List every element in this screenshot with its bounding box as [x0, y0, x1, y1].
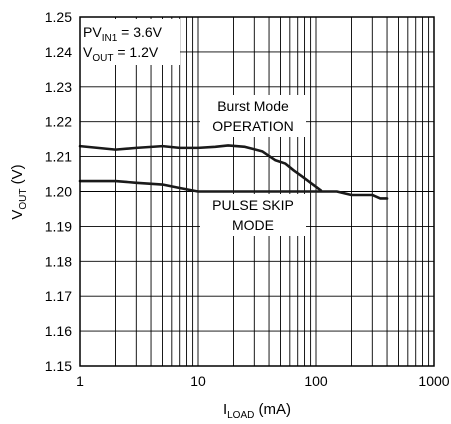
y-tick-label: 1.21: [45, 149, 72, 165]
y-tick-label: 1.15: [45, 358, 72, 374]
x-tick-label: 1000: [418, 373, 449, 389]
burst-mode-label-line1: Burst Mode: [217, 98, 289, 114]
tick-labels: 1.15 1.16 1.17 1.18 1.19 1.20 1.21 1.22 1.23 1.24…: [45, 9, 450, 389]
pulse-skip-label-line1: PULSE SKIP: [212, 197, 294, 213]
y-axis-title: VOUT (V): [9, 164, 29, 219]
y-tick-label: 1.18: [45, 253, 72, 269]
x-axis-title: ILOAD (mA): [223, 401, 291, 421]
burst-mode-label-line2: OPERATION: [212, 118, 293, 134]
pulse-skip-label-background: [200, 194, 306, 236]
burst-mode-series-line: [78, 144, 323, 192]
y-tick-label: 1.23: [45, 79, 72, 95]
y-tick-label: 1.16: [45, 323, 72, 339]
pulse-skip-label-line2: MODE: [232, 217, 274, 233]
x-tick-label: 100: [304, 373, 328, 389]
y-tick-label: 1.24: [45, 44, 72, 60]
vout-annotation: VOUT = 1.2V: [83, 44, 159, 64]
y-tick-label: 1.19: [45, 218, 72, 234]
pvin-annotation: PVIN1 = 3.6V: [83, 24, 163, 44]
series: [78, 144, 389, 200]
y-tick-label: 1.17: [45, 288, 72, 304]
y-tick-label: 1.20: [45, 184, 72, 200]
burst-mode-label-background: [200, 95, 306, 137]
plot-frame: [79, 16, 435, 367]
pvin-vout-label-background: [80, 19, 180, 65]
x-tick-label: 1: [76, 373, 84, 389]
y-tick-label: 1.25: [45, 9, 72, 25]
x-tick-label: 10: [190, 373, 206, 389]
y-tick-label: 1.22: [45, 114, 72, 130]
pulse-skip-series-line: [78, 179, 389, 200]
